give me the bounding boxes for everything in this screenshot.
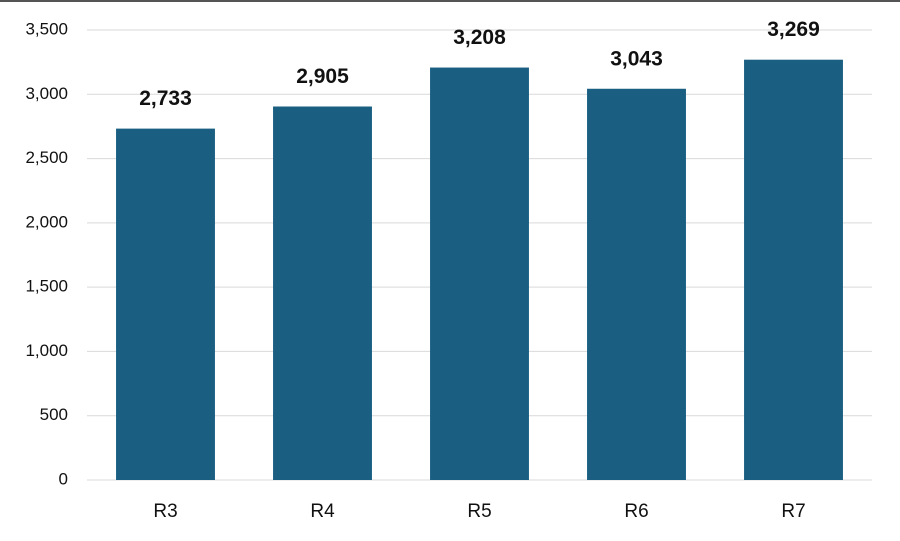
y-tick-label: 1,000: [25, 341, 68, 360]
y-tick-label: 3,500: [25, 19, 68, 38]
y-tick-label: 2,500: [25, 148, 68, 167]
y-tick-label: 3,000: [25, 84, 68, 103]
x-tick-label: R4: [310, 501, 335, 522]
x-tick-label: R3: [153, 501, 177, 522]
y-tick-label: 1,500: [25, 277, 68, 296]
x-tick-label: R7: [781, 501, 805, 522]
bar: [587, 88, 686, 480]
y-tick-label: 2,000: [25, 212, 68, 231]
bar: [744, 59, 843, 480]
bar: [273, 106, 372, 480]
y-tick-label: 500: [40, 405, 68, 424]
x-tick-label: R6: [624, 501, 648, 522]
value-label: 2,733: [139, 87, 192, 110]
bar: [430, 67, 529, 481]
value-label: 3,269: [767, 18, 820, 41]
value-label: 2,905: [296, 65, 349, 88]
value-label: 3,208: [453, 26, 506, 49]
y-tick-label: 0: [59, 469, 68, 488]
x-tick-label: R5: [467, 501, 491, 522]
bar: [116, 128, 215, 480]
value-label: 3,043: [610, 47, 663, 70]
